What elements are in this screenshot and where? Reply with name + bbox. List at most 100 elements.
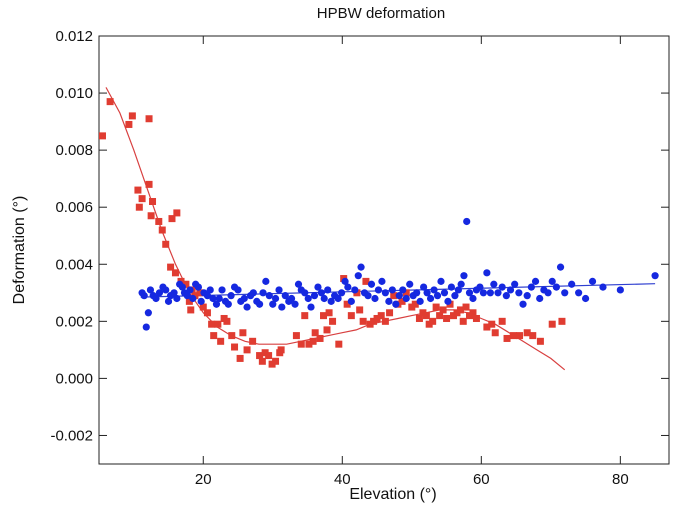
square-marker (316, 334, 324, 342)
circle-marker (454, 286, 462, 294)
square-marker (231, 343, 239, 351)
plot-border (98, 35, 670, 465)
circle-marker (506, 286, 515, 294)
square-marker (529, 332, 537, 340)
square-marker (265, 352, 273, 360)
circle-marker (494, 289, 502, 297)
circle-marker (203, 292, 212, 300)
circle-marker (483, 269, 491, 277)
square-marker (155, 217, 163, 225)
x-tick-label: 40 (334, 471, 351, 488)
circle-marker (561, 289, 569, 297)
circle-marker (381, 289, 389, 297)
square-marker (373, 314, 381, 322)
circle-marker (206, 286, 214, 294)
y-tick-label: 0.002 (55, 313, 93, 330)
square-marker (297, 340, 305, 348)
circle-marker (399, 286, 407, 294)
circle-marker (209, 294, 217, 303)
circle-marker (234, 286, 242, 294)
circle-marker (162, 286, 170, 294)
circle-marker (374, 286, 383, 294)
circle-marker (271, 294, 280, 303)
circle-marker (581, 294, 590, 303)
circle-marker (616, 286, 624, 294)
circle-marker (152, 294, 160, 303)
circle-marker (548, 277, 556, 285)
square-marker (135, 203, 143, 211)
circle-marker (367, 280, 376, 288)
circle-marker (402, 294, 410, 303)
circle-marker (194, 283, 203, 291)
square-marker (498, 317, 506, 325)
square-marker (272, 357, 280, 365)
square-marker (311, 329, 319, 337)
square-marker (411, 300, 419, 308)
circle-marker (243, 303, 251, 311)
circle-marker (281, 292, 289, 300)
circle-marker (519, 300, 527, 308)
circle-marker (178, 283, 187, 291)
circle-marker (324, 286, 332, 294)
circle-marker (465, 289, 474, 297)
circle-marker (310, 292, 319, 300)
square-marker (292, 332, 300, 340)
circle-marker (307, 303, 315, 311)
circle-marker (392, 300, 400, 308)
square-marker (362, 277, 370, 285)
circle-marker (556, 263, 565, 271)
square-marker (98, 132, 106, 140)
circle-marker (413, 289, 421, 297)
square-marker (516, 332, 524, 340)
circle-marker (599, 283, 607, 291)
circle-marker (423, 289, 431, 297)
square-marker (203, 309, 211, 317)
y-tick-label: 0.012 (55, 28, 93, 45)
circle-marker (164, 297, 173, 305)
circle-marker (523, 292, 531, 300)
circle-marker (215, 294, 223, 303)
circle-marker (460, 272, 468, 280)
square-marker (214, 320, 222, 328)
square-marker (134, 186, 142, 194)
circle-marker (186, 286, 194, 294)
plot-area (98, 35, 670, 465)
square-marker (162, 240, 170, 248)
circle-marker (240, 294, 248, 303)
circle-marker (444, 297, 452, 305)
x-tick-label: 80 (612, 471, 629, 488)
circle-marker (255, 300, 264, 308)
square-marker (208, 320, 216, 328)
square-marker (503, 334, 511, 342)
circle-marker (479, 289, 488, 297)
circle-marker (527, 283, 535, 291)
x-axis-title: Elevation (°) (349, 486, 436, 503)
square-marker (147, 212, 155, 220)
square-marker (243, 346, 251, 354)
circle-marker (320, 294, 328, 303)
square-marker (320, 312, 328, 320)
y-tick-label: 0.000 (55, 370, 93, 387)
circle-marker (430, 286, 438, 294)
square-marker (377, 312, 385, 320)
circle-marker (189, 294, 197, 303)
circle-marker (588, 277, 597, 285)
axis-ticks: 20 40 60 80 -0.002 0.000 0.002 0.004 0.006 0.008 0… (50, 28, 669, 488)
square-marker (223, 317, 231, 325)
square-marker (390, 292, 398, 300)
square-marker (145, 115, 153, 123)
square-marker (359, 317, 367, 325)
circle-marker (269, 300, 277, 308)
circle-marker (287, 294, 296, 303)
square-marker (472, 314, 480, 322)
circle-marker (651, 272, 659, 280)
circle-marker (552, 283, 560, 291)
circle-marker (294, 280, 303, 288)
chart-title: HPBW deformation (317, 5, 445, 22)
circle-marker (469, 294, 477, 303)
circle-marker (568, 280, 576, 288)
circle-marker (536, 294, 544, 303)
square-marker (217, 337, 225, 345)
circle-marker (197, 297, 205, 305)
